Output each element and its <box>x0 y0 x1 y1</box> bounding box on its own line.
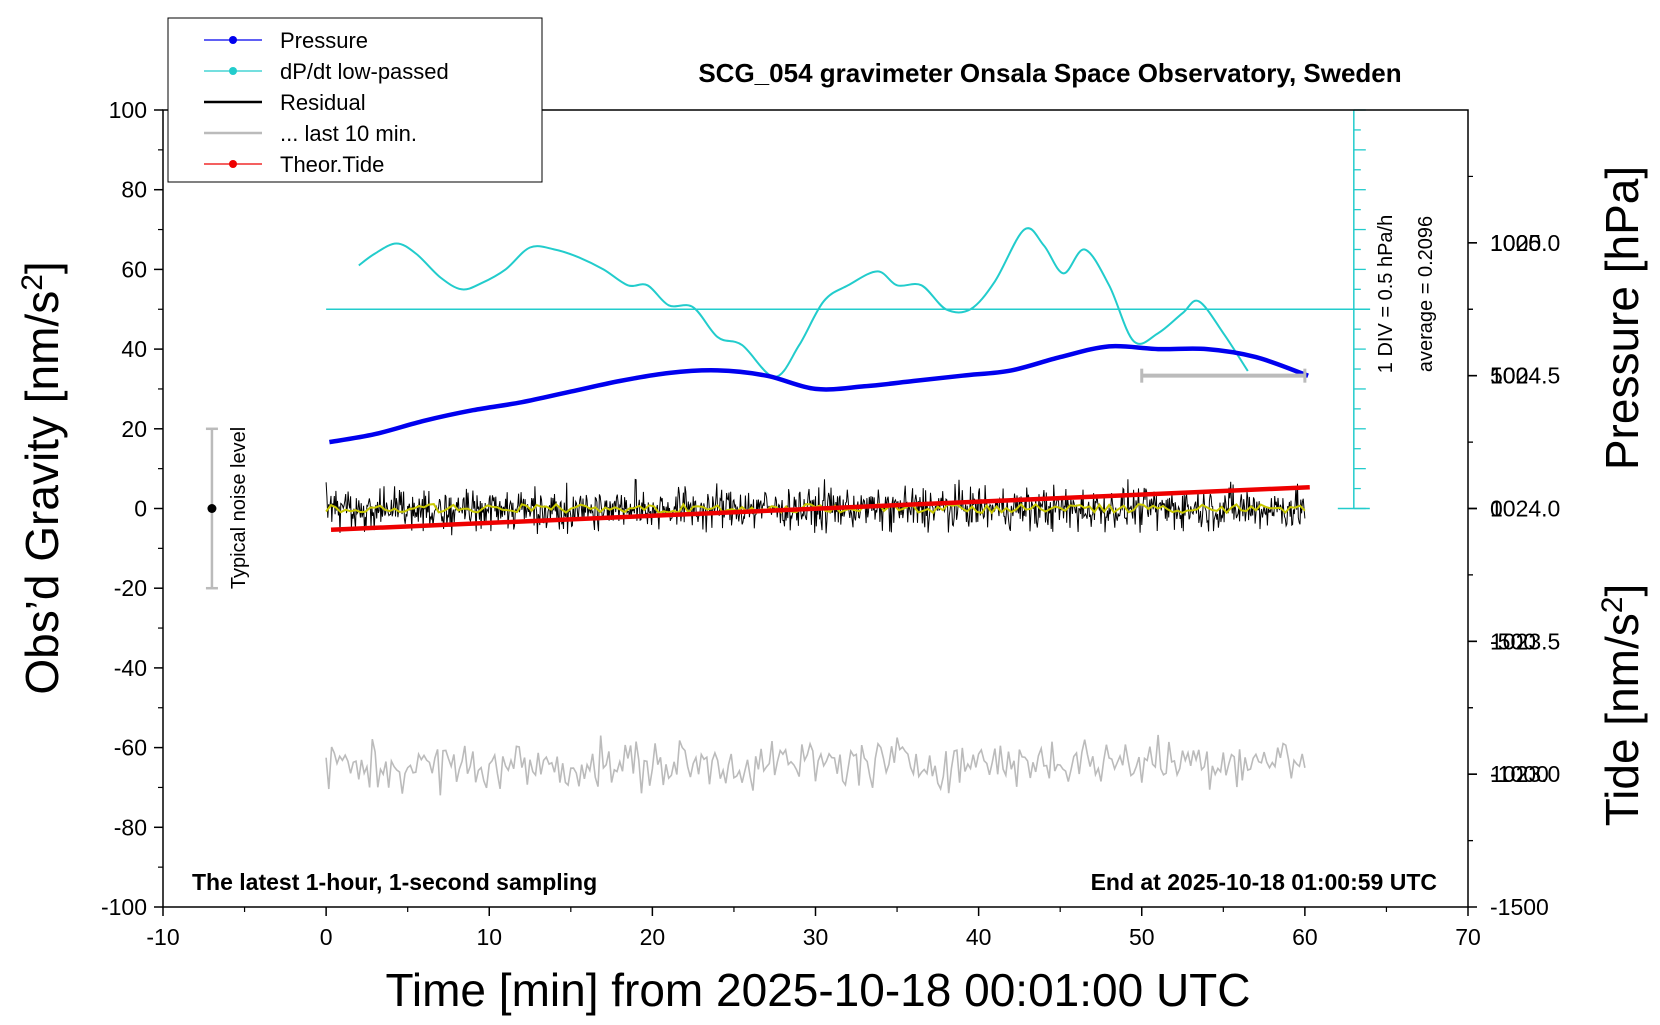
pressure-line <box>329 343 1309 445</box>
x-tick-label: 10 <box>476 924 502 950</box>
pressure-tick-label: 1024.5 <box>1490 363 1560 389</box>
legend-marker <box>229 160 237 168</box>
y-tick-label: 100 <box>109 97 147 123</box>
pressure-tick-label: 1023.5 <box>1490 628 1560 654</box>
x-tick-label: -10 <box>146 924 179 950</box>
end-time-note: End at 2025-10-18 01:00:59 UTC <box>1091 869 1437 895</box>
residual-line <box>325 478 1306 536</box>
dpdt-line <box>358 227 1249 379</box>
tide-line <box>330 484 1310 533</box>
tide-tick-label: 500 <box>1490 363 1528 389</box>
legend-box <box>167 17 543 183</box>
legend-label: Pressure <box>280 28 368 53</box>
tide-tick-label: -1500 <box>1490 894 1549 920</box>
x-tick-label: 30 <box>803 924 829 950</box>
x-tick-label: 60 <box>1292 924 1318 950</box>
legend-label: Residual <box>280 90 366 115</box>
legend-marker <box>229 67 237 75</box>
legend-label: Theor.Tide <box>280 152 384 177</box>
legend-marker <box>229 36 237 44</box>
y-tick-label: -20 <box>114 575 147 601</box>
x-axis-label: Time [min] from 2025-10-18 00:01:00 UTC <box>386 964 1251 1016</box>
pressure-tick-label: 1025.0 <box>1490 230 1560 256</box>
legend-label: dP/dt low-passed <box>280 59 449 84</box>
y-tick-label: -80 <box>114 814 147 840</box>
legend-label: ... last 10 min. <box>280 121 417 146</box>
y-tick-label: -40 <box>114 655 147 681</box>
chart-title: SCG_054 gravimeter Onsala Space Observat… <box>698 58 1401 88</box>
noise-bar-center <box>207 504 217 513</box>
pressure-tick-label: 1024.0 <box>1490 496 1560 522</box>
y-tick-label: 60 <box>121 256 147 282</box>
dpdt-scale-label: 1 DIV = 0.5 hPa/h <box>1375 215 1397 373</box>
x-tick-label: 50 <box>1129 924 1155 950</box>
noise-level-label: Typical noise level <box>228 427 250 589</box>
tide-tick-label: 1000 <box>1490 230 1541 256</box>
y-axis-label-gravity: Obs’d Gravity [nm/s2] <box>16 261 68 694</box>
y-tick-label: -100 <box>101 894 147 920</box>
x-tick-label: 40 <box>966 924 992 950</box>
last-10-min-line <box>325 734 1306 796</box>
tide-tick-label: -1000 <box>1490 761 1549 787</box>
tide-tick-label: -500 <box>1490 628 1536 654</box>
y-axis-label-tide: Tide [nm/s2] <box>1596 584 1648 827</box>
legend: Pressure dP/dt low-passed Residual ... last… <box>167 17 543 183</box>
y-tick-label: 20 <box>121 416 147 442</box>
x-tick-label: 20 <box>640 924 666 950</box>
y-tick-label: -60 <box>114 735 147 761</box>
y-tick-label: 0 <box>134 496 147 522</box>
y-tick-label: 80 <box>121 177 147 203</box>
y-axis-label-pressure: Pressure [hPa] <box>1596 166 1648 470</box>
x-tick-label: 70 <box>1455 924 1481 950</box>
tide-tick-label: 0 <box>1490 496 1503 522</box>
x-tick-label: 0 <box>320 924 333 950</box>
sampling-note: The latest 1-hour, 1-second sampling <box>192 869 597 895</box>
pressure-tick-label: 1023.0 <box>1490 761 1560 787</box>
y-tick-label: 40 <box>121 336 147 362</box>
dpdt-average-label: average = 0.2096 <box>1415 216 1437 372</box>
